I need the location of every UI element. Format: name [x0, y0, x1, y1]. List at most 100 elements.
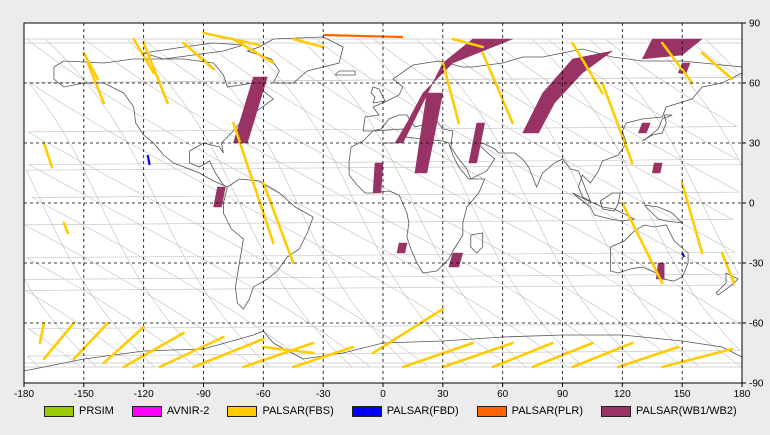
swath-palsar-fbs-1 — [42, 321, 76, 361]
y-tick-label-0: 90 — [749, 19, 761, 30]
swath-palsar-fbd-0 — [146, 154, 151, 166]
legend: PRSIM AVNIR-2 PALSAR(FBS) PALSAR(FBD) PA… — [44, 403, 755, 419]
swath-palsar-fbs-16 — [660, 347, 734, 369]
y-tick-label-2: 30 — [749, 139, 761, 150]
coastline-north-america — [53, 58, 274, 188]
y-tick-label-3: 0 — [749, 199, 755, 210]
swath-palsar-wb-4 — [414, 92, 444, 174]
coverage-swaths — [38, 31, 736, 369]
swath-palsar-fbs-5 — [158, 335, 225, 369]
swath-palsar-fbs-6 — [192, 337, 265, 369]
x-tick-label-8: 60 — [497, 389, 509, 400]
swath-palsar-plr-0 — [323, 33, 403, 39]
swath-palsar-fbs-22 — [86, 61, 106, 105]
legend-swatch-palsar-plr — [476, 405, 507, 417]
x-tick-label-4: -60 — [256, 389, 271, 400]
swath-palsar-fbs-10 — [401, 341, 475, 369]
swath-palsar-wb-2 — [383, 38, 513, 144]
swath-palsar-fbs-24 — [202, 31, 261, 47]
swath-palsar-fbs-21 — [291, 37, 325, 49]
swath-palsar-fbs-20 — [232, 37, 275, 65]
legend-item-prism: PRSIM — [44, 405, 114, 417]
swath-palsar-fbs-9 — [371, 307, 445, 355]
x-tick-label-10: 120 — [614, 389, 631, 400]
swath-palsar-fbs-29 — [441, 61, 461, 125]
coastline-iceland — [334, 70, 356, 76]
legend-item-palsar-fbd: PALSAR(FBD) — [351, 405, 459, 417]
swath-palsar-fbs-33 — [660, 41, 694, 85]
swath-palsar-fbs-31 — [571, 41, 604, 95]
swath-palsar-fbs-3 — [102, 325, 145, 365]
coastline-antarctica — [23, 330, 743, 372]
legend-item-palsar-fbs: PALSAR(FBS) — [227, 405, 334, 417]
coastline-uk — [370, 86, 386, 104]
x-tick-label-1: -150 — [74, 389, 94, 400]
x-tick-label-7: 30 — [437, 389, 449, 400]
x-tick-label-5: -30 — [316, 389, 331, 400]
swath-palsar-fbs-7 — [242, 341, 315, 369]
swath-palsar-fbs-15 — [617, 345, 680, 369]
swath-palsar-fbs-28 — [262, 181, 295, 265]
x-tick-label-2: -120 — [134, 389, 154, 400]
swath-palsar-wb-11 — [651, 162, 663, 174]
coastline-australia — [610, 224, 689, 282]
swath-palsar-fbs-34 — [700, 51, 734, 81]
swath-palsar-wb-8 — [522, 50, 613, 134]
swath-palsar-fbs-8 — [291, 345, 355, 369]
x-tick-label-12: 180 — [734, 389, 751, 400]
legend-label-palsar-fbd: PALSAR(FBD) — [386, 405, 459, 417]
y-tick-label-1: 60 — [749, 79, 761, 90]
legend-item-avnir2: AVNIR-2 — [131, 405, 210, 417]
swath-palsar-fbs-17 — [82, 51, 100, 81]
swath-palsar-wb-6 — [448, 252, 464, 268]
orbit-track-1-1 — [26, 38, 568, 368]
y-tick-label-4: -30 — [749, 259, 764, 270]
y-tick-label-5: -60 — [749, 319, 764, 330]
legend-label-prism: PRSIM — [79, 405, 114, 417]
coastline-madagascar — [470, 232, 484, 254]
coastline-africa — [348, 128, 486, 274]
swath-palsar-fbs-39 — [262, 345, 315, 355]
swath-palsar-fbs-2 — [72, 321, 110, 361]
orbit-track-3-1 — [142, 38, 684, 368]
coastline-new-zealand — [715, 272, 739, 296]
swath-palsar-fbs-36 — [680, 181, 704, 255]
coastline-indonesia — [572, 192, 636, 222]
legend-swatch-avnir2 — [131, 405, 162, 417]
legend-swatch-palsar-fbd — [351, 405, 382, 417]
swath-palsar-fbs-0 — [38, 321, 46, 345]
x-tick-label-9: 90 — [557, 389, 569, 400]
legend-item-palsar-wb: PALSAR(WB1/WB2) — [601, 405, 737, 417]
swath-palsar-fbs-12 — [491, 341, 554, 369]
swath-palsar-fbs-38 — [62, 221, 70, 235]
lat-lon-grid — [24, 23, 742, 383]
legend-label-palsar-wb: PALSAR(WB1/WB2) — [636, 405, 737, 417]
legend-label-palsar-plr: PALSAR(PLR) — [511, 405, 583, 417]
swath-palsar-fbs-35 — [621, 201, 664, 285]
axis-ticks: -180 -150 -120 -90 -60 -30 0 30 60 90 120 150 180 90 6… — [14, 19, 764, 401]
x-tick-label-0: -180 — [14, 389, 34, 400]
coastline-japan — [642, 114, 673, 142]
legend-swatch-palsar-wb — [601, 405, 631, 417]
coastline-greenland — [246, 36, 344, 84]
legend-label-palsar-fbs: PALSAR(FBS) — [262, 405, 334, 417]
swath-palsar-fbs-19 — [182, 41, 215, 71]
x-tick-label-3: -90 — [196, 389, 211, 400]
swath-palsar-wb-3 — [372, 162, 384, 194]
swath-palsar-fbs-37 — [720, 251, 736, 285]
swath-palsar-fbs-25 — [451, 37, 485, 49]
orbit-track-0-1 — [28, 38, 741, 368]
legend-swatch-prism — [44, 405, 74, 417]
swath-palsar-fbs-4 — [122, 331, 185, 369]
orbit-track-10-1 — [27, 38, 739, 368]
swath-palsar-wb-7 — [396, 242, 408, 254]
legend-label-avnir2: AVNIR-2 — [166, 405, 210, 417]
legend-swatch-palsar-fbs — [227, 405, 258, 417]
swath-palsar-fbs-30 — [481, 51, 514, 125]
swath-palsar-fbs-23 — [142, 41, 169, 105]
swath-palsar-fbs-26 — [42, 141, 54, 169]
swath-palsar-fbs-32 — [601, 81, 634, 165]
legend-item-palsar-plr: PALSAR(PLR) — [476, 405, 583, 417]
